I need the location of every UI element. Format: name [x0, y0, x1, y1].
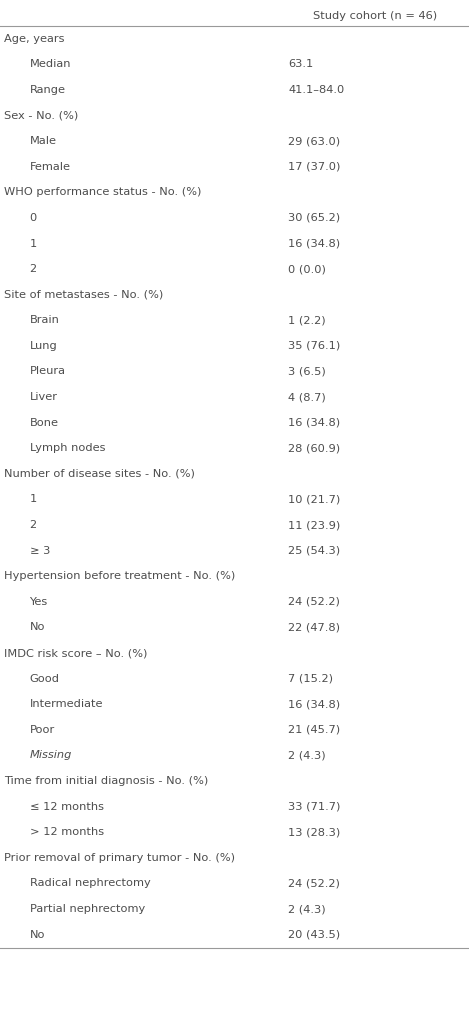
Text: Partial nephrectomy: Partial nephrectomy — [30, 904, 145, 914]
Text: ≥ 3: ≥ 3 — [30, 546, 50, 556]
Text: Hypertension before treatment - No. (%): Hypertension before treatment - No. (%) — [4, 571, 235, 581]
Text: Poor: Poor — [30, 725, 55, 735]
Text: Female: Female — [30, 161, 70, 171]
Text: Liver: Liver — [30, 392, 58, 403]
Text: 17 (37.0): 17 (37.0) — [288, 161, 341, 171]
Text: > 12 months: > 12 months — [30, 827, 104, 838]
Text: 41.1–84.0: 41.1–84.0 — [288, 85, 345, 95]
Text: 2: 2 — [30, 520, 37, 530]
Text: No: No — [30, 930, 45, 940]
Text: 2: 2 — [30, 264, 37, 274]
Text: IMDC risk score – No. (%): IMDC risk score – No. (%) — [4, 648, 147, 658]
Text: Brain: Brain — [30, 315, 60, 325]
Text: 0 (0.0): 0 (0.0) — [288, 264, 326, 274]
Text: 16 (34.8): 16 (34.8) — [288, 700, 340, 710]
Text: Male: Male — [30, 136, 57, 146]
Text: 0: 0 — [30, 213, 37, 223]
Text: Yes: Yes — [30, 597, 48, 607]
Text: 2 (4.3): 2 (4.3) — [288, 750, 326, 760]
Text: 22 (47.8): 22 (47.8) — [288, 623, 340, 633]
Text: 20 (43.5): 20 (43.5) — [288, 930, 340, 940]
Text: WHO performance status - No. (%): WHO performance status - No. (%) — [4, 188, 201, 198]
Text: 28 (60.9): 28 (60.9) — [288, 443, 340, 453]
Text: 30 (65.2): 30 (65.2) — [288, 213, 340, 223]
Text: Prior removal of primary tumor - No. (%): Prior removal of primary tumor - No. (%) — [4, 853, 235, 863]
Text: Intermediate: Intermediate — [30, 700, 103, 710]
Text: 16 (34.8): 16 (34.8) — [288, 238, 340, 248]
Text: Time from initial diagnosis - No. (%): Time from initial diagnosis - No. (%) — [4, 776, 208, 786]
Text: Range: Range — [30, 85, 66, 95]
Text: 13 (28.3): 13 (28.3) — [288, 827, 340, 838]
Text: Good: Good — [30, 673, 60, 683]
Text: Sex - No. (%): Sex - No. (%) — [4, 111, 78, 121]
Text: 10 (21.7): 10 (21.7) — [288, 495, 340, 505]
Text: 2 (4.3): 2 (4.3) — [288, 904, 326, 914]
Text: 1: 1 — [30, 238, 37, 248]
Text: Age, years: Age, years — [4, 33, 64, 44]
Text: 11 (23.9): 11 (23.9) — [288, 520, 340, 530]
Text: 1: 1 — [30, 495, 37, 505]
Text: 63.1: 63.1 — [288, 59, 314, 69]
Text: Missing: Missing — [30, 750, 72, 760]
Text: 4 (8.7): 4 (8.7) — [288, 392, 326, 403]
Text: Pleura: Pleura — [30, 366, 66, 376]
Text: 7 (15.2): 7 (15.2) — [288, 673, 333, 683]
Text: 33 (71.7): 33 (71.7) — [288, 802, 341, 811]
Text: Study cohort (n = 46): Study cohort (n = 46) — [313, 11, 437, 21]
Text: Lung: Lung — [30, 341, 57, 351]
Text: ≤ 12 months: ≤ 12 months — [30, 802, 104, 811]
Text: 16 (34.8): 16 (34.8) — [288, 418, 340, 428]
Text: Lymph nodes: Lymph nodes — [30, 443, 105, 453]
Text: 24 (52.2): 24 (52.2) — [288, 597, 340, 607]
Text: Site of metastases - No. (%): Site of metastases - No. (%) — [4, 290, 163, 300]
Text: 29 (63.0): 29 (63.0) — [288, 136, 340, 146]
Text: 21 (45.7): 21 (45.7) — [288, 725, 340, 735]
Text: Median: Median — [30, 59, 71, 69]
Text: 35 (76.1): 35 (76.1) — [288, 341, 340, 351]
Text: Bone: Bone — [30, 418, 59, 428]
Text: No: No — [30, 623, 45, 633]
Text: 1 (2.2): 1 (2.2) — [288, 315, 326, 325]
Text: 3 (6.5): 3 (6.5) — [288, 366, 326, 376]
Text: Radical nephrectomy: Radical nephrectomy — [30, 878, 150, 888]
Text: Number of disease sites - No. (%): Number of disease sites - No. (%) — [4, 468, 195, 479]
Text: 25 (54.3): 25 (54.3) — [288, 546, 340, 556]
Text: 24 (52.2): 24 (52.2) — [288, 878, 340, 888]
